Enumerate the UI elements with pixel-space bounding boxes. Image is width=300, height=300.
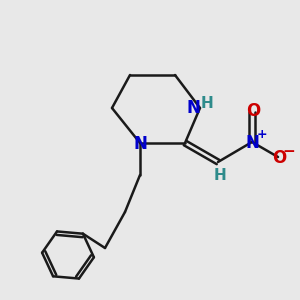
Text: −: − [283,145,296,160]
Text: N: N [245,134,259,152]
Text: O: O [246,102,260,120]
Text: N: N [186,99,200,117]
Text: N: N [133,135,147,153]
Text: H: H [201,95,213,110]
Text: H: H [214,167,226,182]
Text: O: O [272,149,286,167]
Text: +: + [257,128,267,140]
